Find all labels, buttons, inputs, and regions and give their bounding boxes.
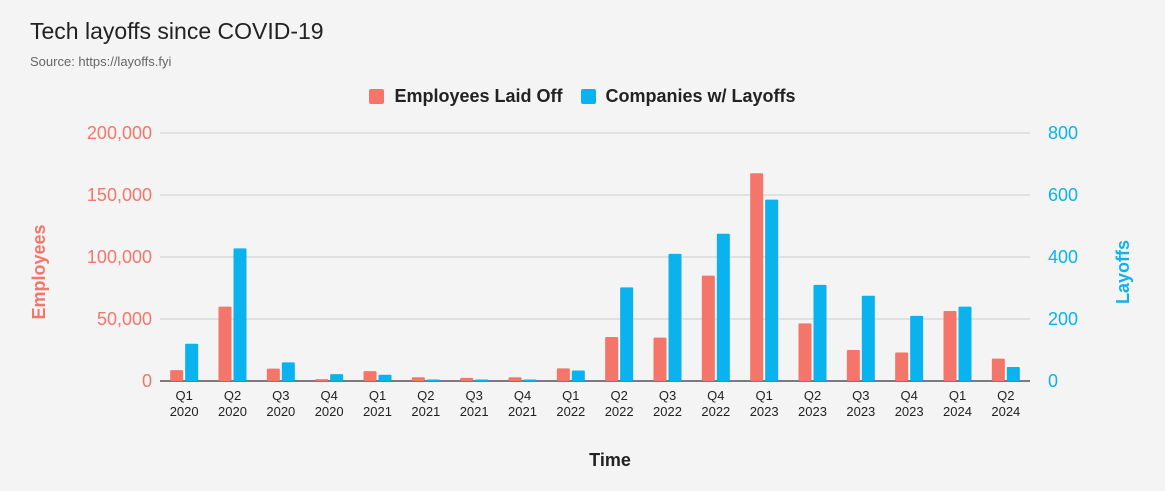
x-axis-tick-label: Q1 xyxy=(755,388,772,403)
bar-employees-laid-off xyxy=(218,306,232,381)
x-axis-tick-label: 2022 xyxy=(701,404,730,419)
bar-employees-laid-off xyxy=(943,310,957,381)
x-axis-tick-label: 2021 xyxy=(460,404,489,419)
bar-employees-laid-off xyxy=(315,379,329,381)
x-axis-tick-label: Q4 xyxy=(900,388,917,403)
bar-companies-with-layoffs xyxy=(813,284,827,381)
right-axis-tick-label: 400 xyxy=(1048,247,1078,267)
bar-employees-laid-off xyxy=(895,352,909,381)
bar-companies-with-layoffs xyxy=(958,306,972,381)
chart-source: Source: https://layoffs.fyi xyxy=(30,54,172,69)
bar-employees-laid-off xyxy=(460,377,474,381)
bar-companies-with-layoffs xyxy=(426,379,440,381)
x-axis-tick-label: Q2 xyxy=(997,388,1014,403)
x-axis-tick-label: Q3 xyxy=(659,388,676,403)
left-axis-tick-label: 50,000 xyxy=(97,309,152,329)
chart-title: Tech layoffs since COVID-19 xyxy=(30,18,324,44)
bar-companies-with-layoffs xyxy=(861,295,875,381)
bar-companies-with-layoffs xyxy=(233,248,247,381)
legend-label-employees: Employees Laid Off xyxy=(394,86,563,106)
bar-employees-laid-off xyxy=(653,337,667,381)
left-axis-tick-label: 100,000 xyxy=(87,247,152,267)
x-axis-tick-label: Q3 xyxy=(852,388,869,403)
bar-employees-laid-off xyxy=(266,368,280,381)
bar-companies-with-layoffs xyxy=(571,370,585,381)
x-axis-tick-label: 2023 xyxy=(895,404,924,419)
x-axis-tick-label: Q4 xyxy=(514,388,531,403)
bar-employees-laid-off xyxy=(170,370,184,381)
bar-companies-with-layoffs xyxy=(185,343,199,381)
x-axis-tick-label: Q4 xyxy=(320,388,337,403)
x-axis-tick-label: Q4 xyxy=(707,388,724,403)
x-axis-tick-label: 2022 xyxy=(653,404,682,419)
right-axis-title: Layoffs xyxy=(1113,240,1133,304)
x-axis-tick-label: 2022 xyxy=(605,404,634,419)
x-axis-tick-label: Q3 xyxy=(272,388,289,403)
bar-companies-with-layoffs xyxy=(620,287,634,381)
x-axis-tick-label: Q1 xyxy=(175,388,192,403)
right-axis-tick-label: 800 xyxy=(1048,123,1078,143)
x-axis-tick-label: Q2 xyxy=(610,388,627,403)
x-axis-tick-label: Q2 xyxy=(417,388,434,403)
x-axis-tick-label: 2020 xyxy=(170,404,199,419)
x-axis-tick-label: 2023 xyxy=(846,404,875,419)
x-axis-tick-label: 2023 xyxy=(798,404,827,419)
x-axis-tick-label: Q2 xyxy=(804,388,821,403)
bar-employees-laid-off xyxy=(363,371,377,381)
legend-swatch-companies xyxy=(580,89,596,104)
x-axis-tick-label: 2024 xyxy=(943,404,972,419)
x-axis-tick-label: 2021 xyxy=(363,404,392,419)
x-axis-tick-label: Q1 xyxy=(562,388,579,403)
x-axis-tick-label: 2020 xyxy=(266,404,295,419)
bar-employees-laid-off xyxy=(991,358,1005,381)
x-axis-tick-label: 2020 xyxy=(315,404,344,419)
x-axis-title: Time xyxy=(589,450,631,470)
bar-employees-laid-off xyxy=(508,377,522,381)
left-axis-tick-label: 0 xyxy=(142,371,152,391)
legend-item-employees[interactable]: Employees Laid Off xyxy=(369,86,563,107)
legend-item-companies[interactable]: Companies w/ Layoffs xyxy=(580,86,796,107)
right-axis-tick-label: 600 xyxy=(1048,185,1078,205)
x-axis-tick-label: Q1 xyxy=(949,388,966,403)
bar-employees-laid-off xyxy=(701,275,715,381)
bar-companies-with-layoffs xyxy=(1006,367,1020,381)
legend: Employees Laid Off Companies w/ Layoffs xyxy=(0,86,1165,107)
bar-companies-with-layoffs xyxy=(378,374,392,381)
x-axis-tick-label: 2021 xyxy=(508,404,537,419)
bar-companies-with-layoffs xyxy=(716,233,730,381)
bar-employees-laid-off xyxy=(846,350,860,381)
left-axis-tick-label: 200,000 xyxy=(87,123,152,143)
bar-companies-with-layoffs xyxy=(910,315,924,381)
x-axis-tick-label: 2020 xyxy=(218,404,247,419)
x-axis-tick-label: 2024 xyxy=(991,404,1020,419)
bar-employees-laid-off xyxy=(556,368,570,381)
bar-employees-laid-off xyxy=(750,173,764,381)
legend-label-companies: Companies w/ Layoffs xyxy=(605,86,796,106)
bar-companies-with-layoffs xyxy=(281,362,295,381)
left-axis-tick-label: 150,000 xyxy=(87,185,152,205)
bar-employees-laid-off xyxy=(411,377,425,381)
x-axis-tick-label: 2023 xyxy=(750,404,779,419)
x-axis-tick-label: Q1 xyxy=(369,388,386,403)
bar-companies-with-layoffs xyxy=(668,253,682,381)
bar-companies-with-layoffs xyxy=(475,379,489,381)
bar-companies-with-layoffs xyxy=(765,199,779,381)
left-axis-title: Employees xyxy=(29,224,49,319)
bar-companies-with-layoffs xyxy=(330,374,344,381)
x-axis-tick-label: 2021 xyxy=(411,404,440,419)
right-axis-tick-label: 200 xyxy=(1048,309,1078,329)
legend-swatch-employees xyxy=(369,89,385,104)
bar-companies-with-layoffs xyxy=(523,379,537,381)
bar-employees-laid-off xyxy=(605,336,619,381)
x-axis-tick-label: Q2 xyxy=(224,388,241,403)
bar-employees-laid-off xyxy=(798,323,812,381)
right-axis-tick-label: 0 xyxy=(1048,371,1058,391)
x-axis-tick-label: 2022 xyxy=(556,404,585,419)
x-axis-tick-label: Q3 xyxy=(465,388,482,403)
